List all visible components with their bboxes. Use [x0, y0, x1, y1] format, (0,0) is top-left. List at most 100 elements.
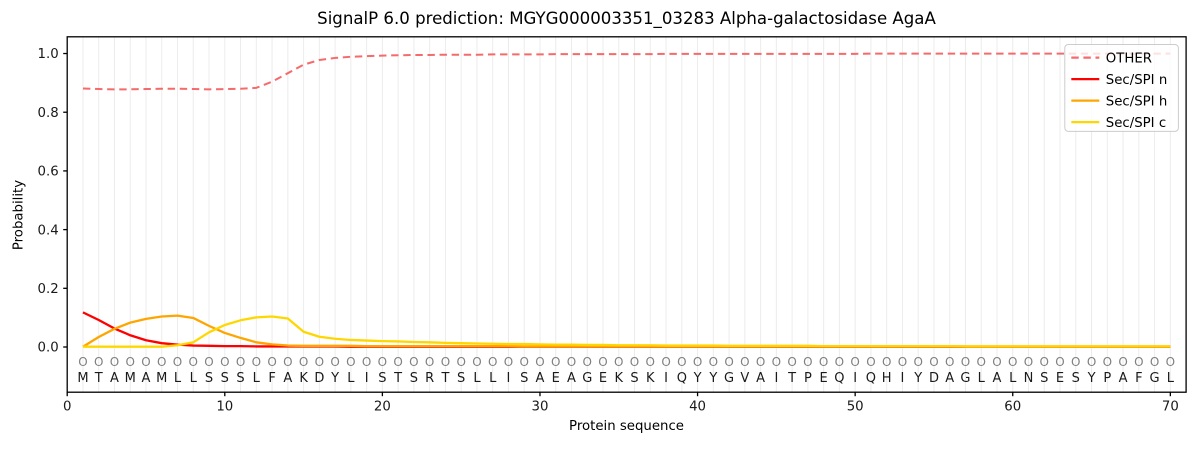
residue-letter-1: M: [77, 371, 88, 386]
predicted-label-9: O: [204, 355, 213, 369]
predicted-label-56: O: [945, 355, 954, 369]
predicted-label-55: O: [929, 355, 938, 369]
predicted-label-7: O: [173, 355, 182, 369]
predicted-label-47: O: [803, 355, 812, 369]
residue-letter-39: Q: [677, 371, 687, 386]
predicted-label-42: O: [724, 355, 733, 369]
predicted-label-40: O: [693, 355, 702, 369]
residue-letter-37: K: [646, 371, 655, 386]
predicted-label-34: O: [598, 355, 607, 369]
predicted-label-21: O: [393, 355, 402, 369]
predicted-label-17: O: [330, 355, 339, 369]
residue-letter-25: S: [457, 371, 465, 386]
predicted-label-10: O: [220, 355, 229, 369]
predicted-label-27: O: [488, 355, 497, 369]
predicted-label-35: O: [614, 355, 623, 369]
predicted-label-61: O: [1024, 355, 1033, 369]
x-tick-label-20: 20: [374, 400, 391, 415]
residue-letter-34: E: [599, 371, 607, 386]
predicted-label-58: O: [977, 355, 986, 369]
residue-letter-63: E: [1056, 371, 1064, 386]
residue-letter-2: T: [94, 371, 103, 386]
residue-letter-8: L: [190, 371, 198, 386]
residue-letter-42: G: [724, 371, 734, 386]
predicted-label-28: O: [504, 355, 513, 369]
predicted-label-44: O: [756, 355, 765, 369]
residue-letter-46: T: [787, 371, 796, 386]
residue-letter-57: G: [960, 371, 970, 386]
residue-letter-3: A: [110, 371, 119, 386]
residue-letter-13: F: [268, 371, 275, 386]
residue-letter-19: I: [365, 371, 369, 386]
predicted-label-64: O: [1071, 355, 1080, 369]
residue-letter-35: K: [615, 371, 624, 386]
residue-letter-7: L: [174, 371, 182, 386]
predicted-label-50: O: [850, 355, 859, 369]
predicted-label-51: O: [866, 355, 875, 369]
residue-letter-24: T: [440, 371, 449, 386]
residue-letter-27: L: [489, 371, 497, 386]
residue-letter-21: T: [393, 371, 402, 386]
residue-letter-54: Y: [913, 371, 922, 386]
predicted-label-59: O: [992, 355, 1001, 369]
axes-frame: [66, 36, 1187, 393]
residue-letter-44: A: [756, 371, 765, 386]
x-tick-label-70: 70: [1162, 400, 1179, 415]
series-line-sec-spi-n: [82, 311, 1171, 348]
residue-letter-17: Y: [330, 371, 339, 386]
residue-letter-20: S: [378, 371, 386, 386]
predicted-label-26: O: [472, 355, 481, 369]
residue-letter-68: F: [1135, 371, 1142, 386]
predicted-label-36: O: [630, 355, 639, 369]
predicted-label-43: O: [740, 355, 749, 369]
residue-letter-52: H: [882, 371, 892, 386]
residue-letter-48: E: [820, 371, 828, 386]
y-tick-label-0.6: 0.6: [38, 165, 59, 180]
predicted-label-23: O: [425, 355, 434, 369]
legend-label-sec-spi-h: Sec/SPI h: [1106, 94, 1167, 109]
predicted-label-12: O: [252, 355, 261, 369]
residue-letter-28: I: [507, 371, 511, 386]
predicted-label-25: O: [456, 355, 465, 369]
residue-letter-16: D: [314, 371, 324, 386]
predicted-label-32: O: [567, 355, 576, 369]
legend-box: [1064, 44, 1179, 132]
legend-label-sec-spi-c: Sec/SPI c: [1106, 116, 1166, 131]
y-tick-label-0.8: 0.8: [38, 106, 59, 121]
residue-letter-69: G: [1150, 371, 1160, 386]
residue-letter-22: S: [410, 371, 418, 386]
predicted-label-52: O: [882, 355, 891, 369]
residue-letter-58: L: [978, 371, 986, 386]
predicted-label-20: O: [378, 355, 387, 369]
residue-letter-32: A: [567, 371, 576, 386]
chart-title: SignalP 6.0 prediction: MGYG000003351_03…: [317, 9, 936, 28]
predicted-label-5: O: [141, 355, 150, 369]
predicted-label-30: O: [535, 355, 544, 369]
predicted-label-38: O: [661, 355, 670, 369]
series-line-sec-spi-c: [82, 315, 1171, 348]
predicted-label-13: O: [267, 355, 276, 369]
residue-letter-30: A: [536, 371, 545, 386]
predicted-label-63: O: [1055, 355, 1064, 369]
residue-letter-4: M: [125, 371, 136, 386]
residue-letter-55: D: [929, 371, 939, 386]
residue-letter-15: K: [299, 371, 308, 386]
predicted-label-19: O: [362, 355, 371, 369]
predicted-label-4: O: [126, 355, 135, 369]
predicted-label-29: O: [519, 355, 528, 369]
residue-letter-38: I: [664, 371, 668, 386]
residue-letter-14: A: [283, 371, 292, 386]
residue-letter-9: S: [205, 371, 213, 386]
predicted-label-60: O: [1008, 355, 1017, 369]
residue-letter-45: I: [774, 371, 778, 386]
residue-letter-64: S: [1072, 371, 1080, 386]
residue-letter-11: S: [236, 371, 244, 386]
predicted-label-49: O: [835, 355, 844, 369]
predicted-label-62: O: [1040, 355, 1049, 369]
residue-letter-41: Y: [708, 371, 717, 386]
predicted-label-3: O: [110, 355, 119, 369]
x-tick-label-30: 30: [532, 400, 549, 415]
predicted-label-31: O: [551, 355, 560, 369]
residue-letter-62: S: [1040, 371, 1048, 386]
predicted-label-67: O: [1118, 355, 1127, 369]
